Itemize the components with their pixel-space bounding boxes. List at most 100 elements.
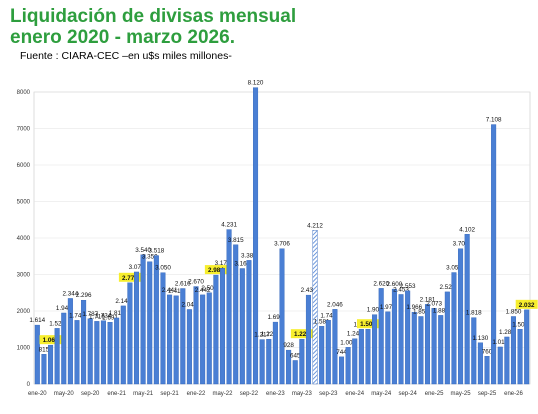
data-label: 1.946: [56, 305, 72, 312]
data-label: 3.070: [129, 264, 145, 271]
data-label: 1.734: [96, 313, 112, 320]
data-label: 1.501: [360, 321, 376, 328]
data-label: 1.064: [43, 337, 59, 344]
bar: [253, 87, 259, 385]
x-tick-label: sep-20: [81, 391, 100, 397]
y-tick-label: 1000: [17, 346, 31, 352]
bar: [365, 329, 371, 385]
page-title: Liquidación de divisas mensual enero 202…: [10, 6, 296, 48]
data-label: 1.130: [473, 335, 489, 342]
data-label: 1.500: [512, 321, 528, 328]
data-label: 4.231: [221, 222, 237, 229]
bar: [438, 315, 444, 385]
bar: [378, 288, 384, 385]
bar: [272, 321, 278, 385]
bar: [286, 349, 292, 385]
data-label: 3.518: [148, 248, 164, 255]
bar: [107, 322, 113, 385]
data-label: 2.435: [301, 287, 317, 294]
data-label: 1.716: [89, 313, 105, 320]
bar: [81, 299, 87, 385]
data-label: 2.616: [175, 281, 191, 288]
bar: [524, 309, 530, 385]
bar: [424, 304, 431, 385]
data-label: 2.441: [162, 287, 178, 294]
bar: [385, 311, 391, 385]
bar: [418, 316, 424, 385]
x-tick-label: sep-25: [478, 391, 497, 397]
bar: [41, 354, 47, 385]
data-label: 2.620: [373, 280, 389, 287]
data-label: 2.442: [195, 287, 211, 294]
data-label-highlight: [290, 329, 313, 339]
data-label: 1.850: [413, 308, 429, 315]
data-label: 760: [482, 348, 493, 355]
data-label: 2.344: [62, 290, 78, 297]
bar: [325, 320, 331, 385]
bar: [239, 268, 245, 385]
bar: [186, 309, 192, 385]
bar: [219, 268, 225, 385]
bar: [167, 294, 173, 385]
data-label: 1.818: [466, 310, 482, 317]
data-label: 3.164: [234, 261, 250, 268]
data-label-highlight: [204, 265, 227, 275]
bar: [510, 316, 516, 385]
bar: [451, 272, 457, 385]
y-tick-label: 3000: [17, 273, 31, 279]
bar: [431, 308, 437, 385]
y-tick-label: 7000: [17, 127, 31, 133]
x-tick-label: may-20: [54, 391, 75, 397]
bar: [259, 339, 265, 385]
y-tick-label: 8000: [17, 90, 31, 96]
data-label-highlight: [356, 319, 379, 329]
data-label: 2.140: [115, 298, 131, 305]
bar: [213, 274, 219, 385]
y-tick-label: 0: [27, 382, 31, 388]
data-label: 1.217: [254, 332, 270, 339]
data-label: 2.553: [400, 283, 416, 290]
data-label: 1.004: [340, 339, 356, 346]
data-label: 2.524: [439, 284, 455, 291]
data-label: 2.032: [519, 302, 535, 309]
x-tick-label: may-23: [292, 391, 313, 397]
data-label: 1.850: [506, 308, 522, 315]
data-label: 1.900: [367, 307, 383, 314]
bar: [405, 290, 411, 385]
data-label: 1.015: [492, 339, 508, 346]
title-line-2: enero 2020 - marzo 2026.: [10, 27, 235, 48]
bar: [147, 261, 153, 385]
data-label: 1.240: [347, 331, 363, 338]
title-line-1: Liquidación de divisas mensual: [10, 6, 297, 27]
x-tick-label: sep-24: [398, 391, 417, 397]
bar: [67, 298, 73, 385]
bar: [484, 356, 490, 385]
bar: [279, 248, 285, 385]
y-tick-label: 6000: [17, 163, 31, 169]
data-label: 2.416: [168, 288, 184, 295]
data-label: 4.212: [307, 222, 323, 229]
data-label: 2.453: [393, 286, 409, 293]
bar: [266, 338, 272, 385]
bar: [140, 254, 146, 385]
data-label: 1.228: [261, 331, 277, 338]
x-tick-label: may-21: [133, 391, 154, 397]
bar: [517, 329, 523, 385]
bar: [471, 317, 477, 385]
data-label-highlight: [515, 299, 538, 309]
data-label: 1.691: [102, 314, 118, 321]
data-label: 3.350: [142, 254, 158, 261]
bar: [200, 294, 206, 385]
data-label: 1.581: [314, 318, 330, 325]
data-label: 2.073: [426, 300, 442, 307]
bar: [352, 338, 358, 385]
x-tick-label: ene-22: [187, 391, 206, 397]
data-label: 3.815: [228, 237, 244, 244]
bar: [464, 234, 470, 385]
data-label: 2.984: [208, 267, 224, 274]
x-tick-label: sep-22: [240, 391, 259, 397]
x-tick-label: ene-24: [345, 391, 364, 397]
subtitle: Fuente : CIARA-CEC –en u$s miles millone…: [20, 50, 232, 62]
bar: [133, 271, 140, 385]
bar: [319, 326, 325, 385]
